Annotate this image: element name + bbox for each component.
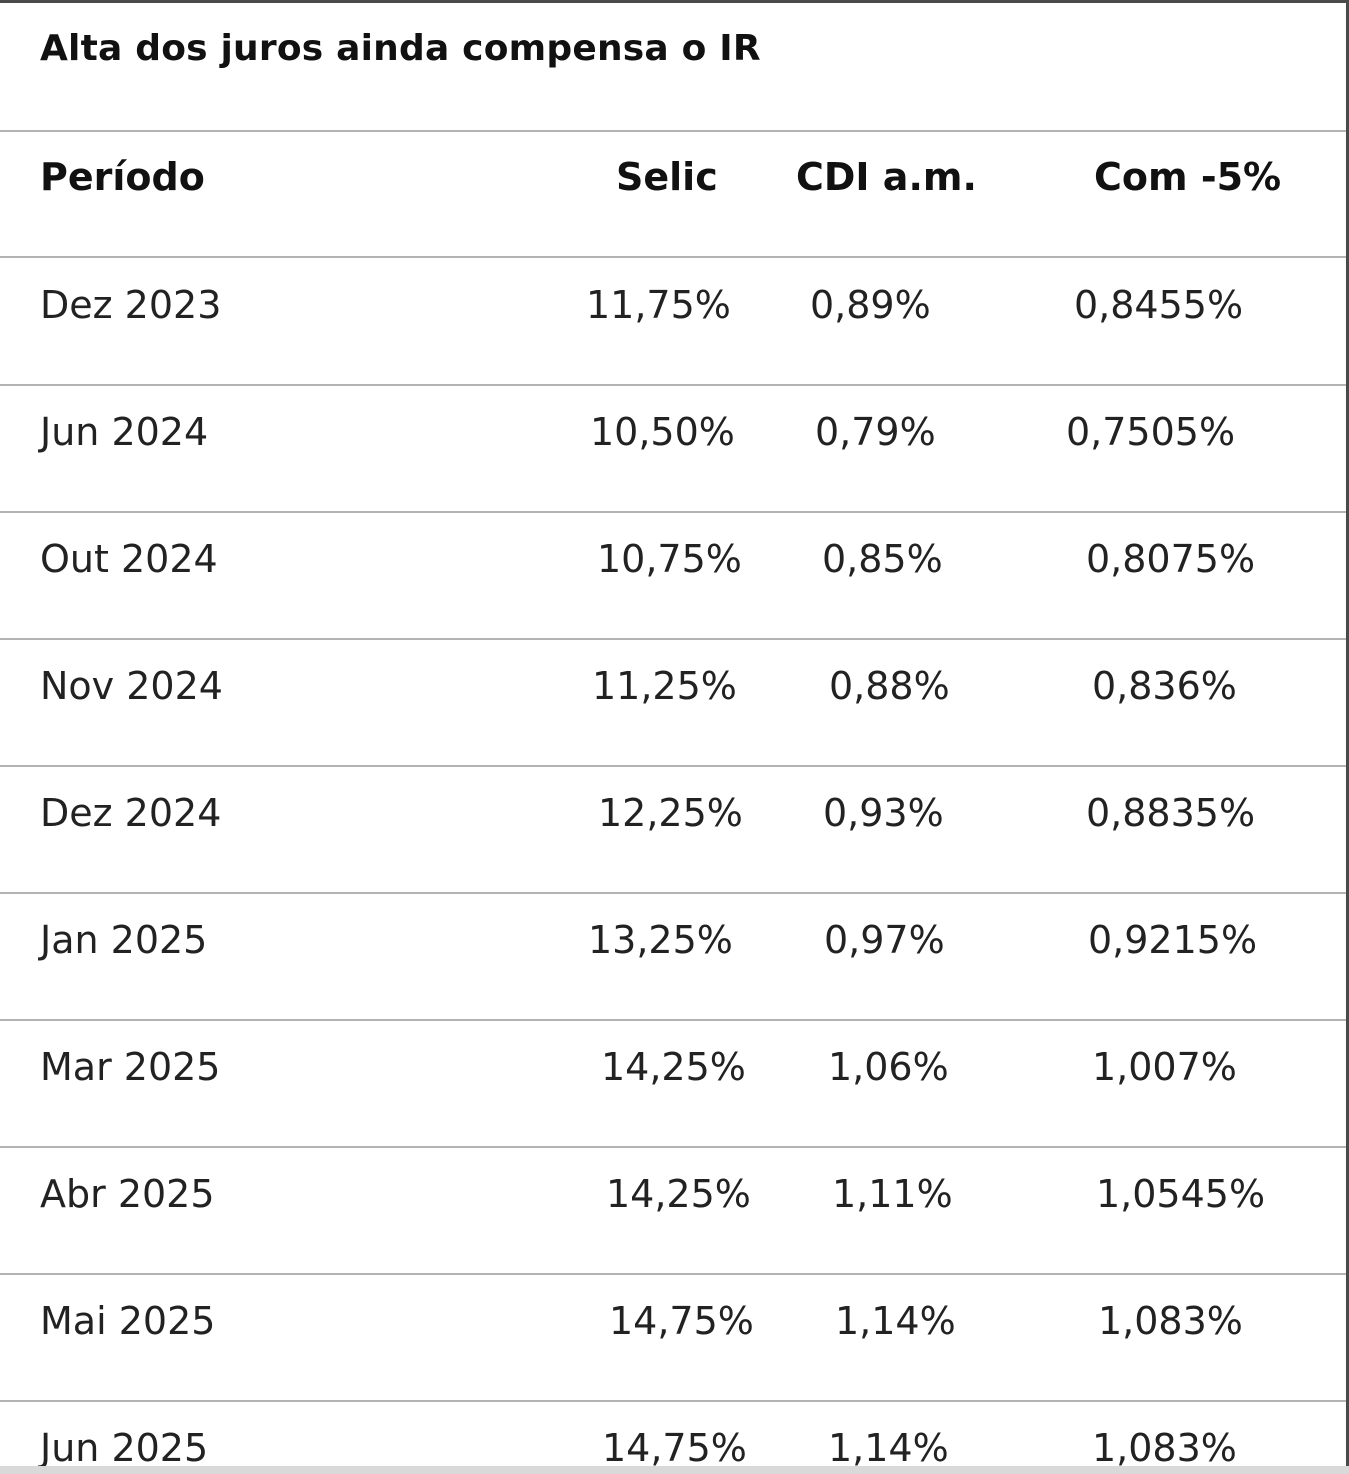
row-divider: [0, 638, 1346, 640]
row-divider: [0, 384, 1346, 386]
cell-periodo: Mai 2025: [40, 1299, 216, 1343]
cell-cdi: 1,14%: [835, 1299, 956, 1343]
cell-cdi: 0,93%: [823, 791, 944, 835]
cell-cdi: 0,97%: [824, 918, 945, 962]
header-bottom-rule: [0, 256, 1346, 258]
row-divider: [0, 1019, 1346, 1021]
row-divider: [0, 892, 1346, 894]
cell-selic: 11,75%: [586, 283, 731, 327]
cell-selic: 10,75%: [597, 537, 742, 581]
cell-com-5: 0,8835%: [1086, 791, 1256, 835]
cell-selic: 14,25%: [601, 1045, 746, 1089]
cell-cdi: 1,11%: [832, 1172, 953, 1216]
cell-selic: 14,25%: [606, 1172, 751, 1216]
cell-com-5: 0,8455%: [1074, 283, 1244, 327]
cell-selic: 13,25%: [588, 918, 733, 962]
cell-selic: 14,75%: [602, 1426, 747, 1470]
cell-com-5: 0,8075%: [1086, 537, 1256, 581]
cell-periodo: Dez 2023: [40, 283, 222, 327]
cell-com-5: 0,9215%: [1088, 918, 1258, 962]
cell-cdi: 0,79%: [815, 410, 936, 454]
row-divider: [0, 1146, 1346, 1148]
cell-selic: 11,25%: [592, 664, 737, 708]
cell-com-5: 1,083%: [1098, 1299, 1243, 1343]
row-divider: [0, 765, 1346, 767]
cell-selic: 12,25%: [598, 791, 743, 835]
cell-com-5: 1,083%: [1092, 1426, 1237, 1470]
row-divider: [0, 1400, 1346, 1402]
cell-periodo: Jun 2024: [40, 410, 209, 454]
cell-periodo: Nov 2024: [40, 664, 223, 708]
cell-selic: 10,50%: [590, 410, 735, 454]
cell-com-5: 0,836%: [1092, 664, 1237, 708]
cell-com-5: 0,7505%: [1066, 410, 1236, 454]
cell-periodo: Abr 2025: [40, 1172, 215, 1216]
cell-com-5: 1,007%: [1092, 1045, 1237, 1089]
cell-periodo: Dez 2024: [40, 791, 222, 835]
cell-cdi: 0,89%: [810, 283, 931, 327]
row-divider: [0, 1273, 1346, 1275]
cell-periodo: Mar 2025: [40, 1045, 221, 1089]
header-top-rule: [0, 130, 1346, 132]
cell-cdi: 0,88%: [829, 664, 950, 708]
cell-periodo: Out 2024: [40, 537, 218, 581]
cell-cdi: 0,85%: [822, 537, 943, 581]
header-com-5: Com -5%: [1094, 155, 1282, 199]
header-selic: Selic: [616, 155, 718, 199]
table-title: Alta dos juros ainda compensa o IR: [40, 28, 761, 69]
row-divider: [0, 511, 1346, 513]
cell-periodo: Jun 2025: [40, 1426, 209, 1470]
cell-cdi: 1,06%: [828, 1045, 949, 1089]
cell-periodo: Jan 2025: [40, 918, 208, 962]
header-cdi: CDI a.m.: [796, 155, 977, 199]
cell-com-5: 1,0545%: [1096, 1172, 1266, 1216]
bottom-scroll-edge: [0, 1466, 1349, 1474]
cell-cdi: 1,14%: [828, 1426, 949, 1470]
header-periodo: Período: [40, 155, 205, 199]
cell-selic: 14,75%: [609, 1299, 754, 1343]
